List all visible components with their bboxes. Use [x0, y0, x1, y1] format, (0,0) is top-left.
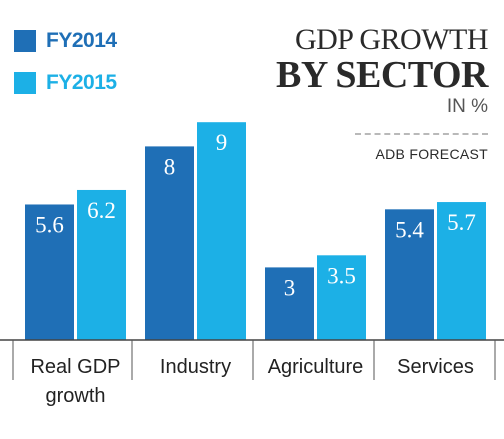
category-label-industry: Industry [160, 356, 231, 378]
value-label-real-gdp-growth-fy2014: 5.6 [35, 212, 64, 237]
legend-swatch-fy2014 [14, 30, 36, 52]
category-label-services: Services [397, 356, 474, 378]
bar-services-fy2014 [385, 209, 434, 340]
value-label-services-fy2015: 5.7 [447, 210, 476, 235]
legend-label-fy2015: FY2015 [46, 71, 117, 94]
title-line-2: BY SECTOR [276, 54, 488, 96]
value-label-agriculture-fy2015: 3.5 [327, 263, 356, 288]
bar-real-gdp-growth-fy2015 [77, 189, 126, 340]
title-line-1: GDP GROWTH [294, 23, 489, 56]
forecast-note: ADB FORECAST [375, 146, 488, 162]
chart-title: GDP GROWTH BY SECTOR IN % [276, 24, 488, 118]
bar-industry-fy2014 [145, 146, 194, 340]
value-label-services-fy2014: 5.4 [395, 217, 424, 242]
bar-industry-fy2015 [197, 122, 246, 340]
legend-swatch-fy2015 [14, 72, 36, 94]
value-label-agriculture-fy2014: 3 [284, 275, 296, 300]
value-label-industry-fy2014: 8 [164, 154, 176, 179]
bar-real-gdp-growth-fy2014 [25, 204, 74, 340]
value-label-real-gdp-growth-fy2015: 6.2 [87, 198, 116, 223]
dashed-divider [355, 133, 488, 135]
bar-agriculture-fy2015 [317, 255, 366, 340]
unit-label: IN % [446, 96, 488, 117]
legend: FY2014 FY2015 [14, 26, 117, 110]
value-label-industry-fy2015: 9 [216, 130, 228, 155]
category-label-agriculture: Agriculture [268, 356, 364, 378]
category-label-real-gdp-growth: Real GDP growth [30, 356, 120, 407]
legend-label-fy2014: FY2014 [46, 29, 117, 52]
bar-agriculture-fy2014 [265, 267, 314, 340]
legend-item-fy2014: FY2014 [14, 26, 117, 56]
bar-services-fy2015 [437, 202, 486, 340]
legend-item-fy2015: FY2015 [14, 68, 117, 98]
